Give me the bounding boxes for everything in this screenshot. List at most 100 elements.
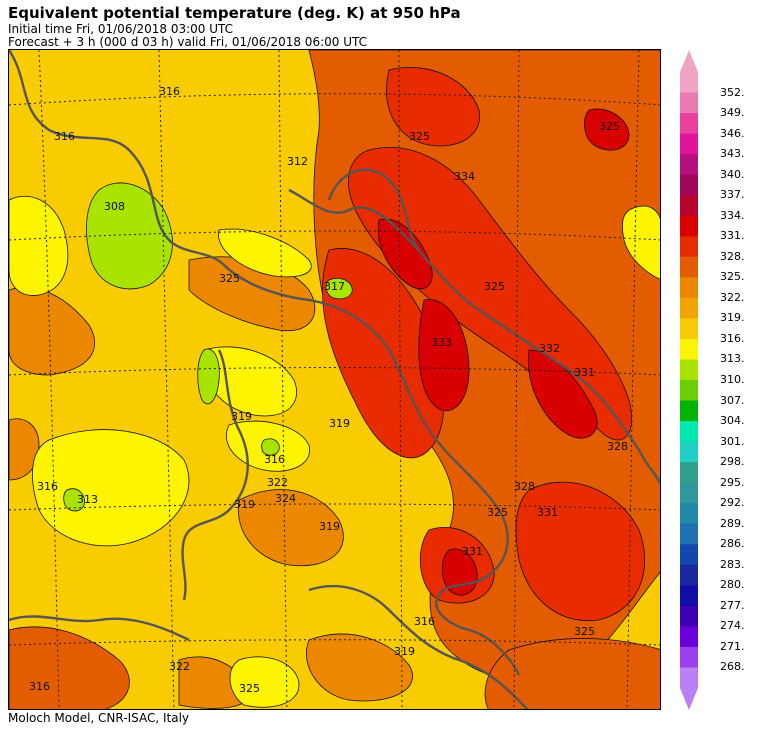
contour-label: 322 [169,660,190,673]
contour-label: 316 [159,85,180,98]
contour-label: 331 [537,506,558,519]
colorbar-swatch [680,564,698,586]
colorbar-tick-label: 346. [720,126,745,140]
colorbar-top-arrow [680,50,698,72]
contour-map: 316 316 308 312 325 325 334 325 325 317 … [9,50,660,709]
colorbar-tick-label: 298. [720,455,745,469]
contour-label: 316 [37,480,58,493]
colorbar-swatch [680,441,698,463]
contour-label: 324 [275,492,296,505]
zones-310 [63,182,353,512]
colorbar-tick-label: 268. [720,660,745,674]
map-title: Equivalent potential temperature (deg. K… [8,4,461,22]
colorbar-swatch [680,626,698,648]
colorbar-tick-label: 328. [720,249,745,263]
map-panel: 316 316 308 312 325 325 334 325 325 317 … [8,49,661,710]
colorbar-tick-label: 286. [720,537,745,551]
colorbar-swatch [680,646,698,668]
colorbar-tick-label: 283. [720,557,745,571]
colorbar-swatch [680,72,698,94]
colorbar-swatch [680,92,698,114]
contour-label: 319 [234,498,255,511]
contour-label: 319 [231,410,252,423]
colorbar-swatch [680,113,698,135]
colorbar-tick-label: 274. [720,619,745,633]
contour-label: 317 [324,280,345,293]
coastlines [9,50,660,709]
colorbar-tick-label: 277. [720,598,745,612]
colorbar-tick-label: 313. [720,352,745,366]
contour-label: 325 [239,682,260,695]
colorbar-tick-label: 334. [720,208,745,222]
contour-label: 328 [607,440,628,453]
initial-time-label: Initial time Fri, 01/06/2018 03:00 UTC [8,22,234,36]
contour-label: 313 [77,493,98,506]
colorbar-swatch [680,380,698,402]
color-scale-labels: 352. 349. 346. 343. 340. 337. 334. 331. 328. 325.… [720,50,760,710]
colorbar-tick-label: 271. [720,639,745,653]
contour-label: 325 [599,120,620,133]
colorbar-bottom-arrow [680,688,698,710]
colorbar-tick-label: 337. [720,188,745,202]
contour-labels: 316 316 308 312 325 325 334 325 325 317 … [29,85,628,695]
colorbar-tick-label: 295. [720,475,745,489]
colorbar-swatch [680,421,698,443]
colorbar-swatch [680,215,698,237]
contour-label: 308 [104,200,125,213]
contour-label: 316 [414,615,435,628]
colorbar-swatch [680,338,698,360]
contour-label: 328 [514,480,535,493]
graticule [9,50,660,709]
contour-label: 325 [487,506,508,519]
colorbar-swatch [680,256,698,278]
colorbar-swatch [680,462,698,484]
colorbar-tick-label: 280. [720,578,745,592]
contour-label: 331 [462,545,483,558]
colorbar-tick-label: 310. [720,373,745,386]
contour-label: 322 [267,476,288,489]
contour-label: 319 [394,645,415,658]
forecast-valid-time-label: Forecast + 3 h (000 d 03 h) valid Fri, 0… [8,35,367,49]
colorbar-tick-label: 325. [720,270,745,284]
contour-label: 333 [431,336,452,349]
colorbar-tick-label: 349. [720,106,745,120]
colorbar-swatch [680,154,698,176]
zones-322 [9,256,413,709]
colorbar-tick-label: 331. [720,229,745,243]
colorbar-swatch [680,482,698,504]
colorbar-swatch [680,544,698,566]
colorbar-tick-label: 319. [720,311,745,325]
colorbar-swatch [680,503,698,525]
contour-label: 325 [219,272,240,285]
colorbar-swatch [680,605,698,627]
model-credit: Moloch Model, CNR-ISAC, Italy [8,711,190,725]
contour-label: 312 [287,155,308,168]
contour-label: 332 [539,342,560,355]
colorbar-tick-label: 289. [720,516,745,530]
colorbar-tick-label: 304. [720,414,745,428]
contour-label: 316 [264,453,285,466]
contour-label: 325 [574,625,595,638]
colorbar-swatch [680,359,698,381]
colorbar-tick-label: 352. [720,85,745,99]
colorbar-swatch [680,236,698,258]
colorbar-swatch [680,277,698,299]
colorbar-swatch [680,318,698,340]
zones-331 [377,108,630,596]
colorbar-tick-label: 322. [720,290,745,304]
contour-label: 319 [329,417,350,430]
contour-label: 316 [29,680,50,693]
colorbar-swatch [680,133,698,155]
contour-label: 325 [409,130,430,143]
colorbar-tick-label: 292. [720,496,745,510]
contour-label: 334 [454,170,475,183]
colorbar-swatch [680,297,698,319]
contour-label: 316 [54,130,75,143]
colorbar-tick-label: 340. [720,167,745,181]
colorbar-swatch [680,195,698,217]
colorbar-tick-label: 301. [720,434,745,448]
contour-label: 319 [319,520,340,533]
colorbar-swatch [680,667,698,689]
colorbar-swatch [680,585,698,607]
colorbar-swatch [680,523,698,545]
